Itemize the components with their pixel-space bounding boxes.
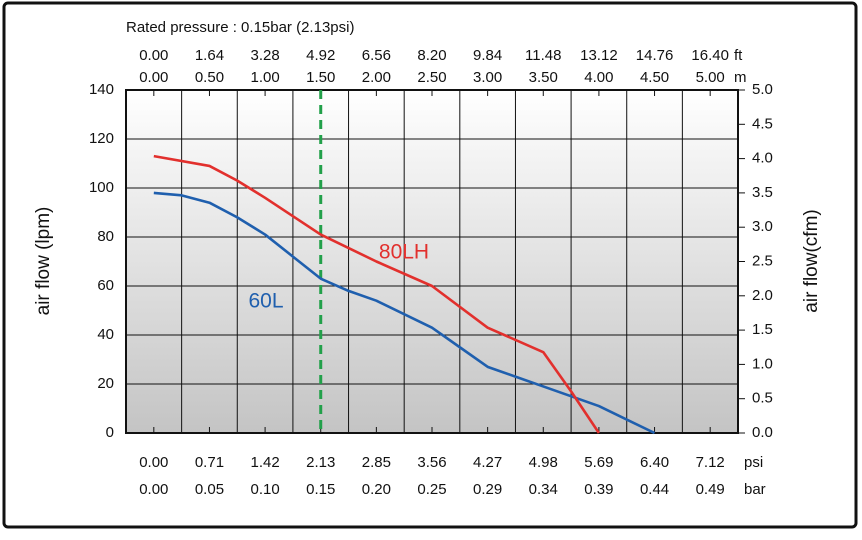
y2-tick-label: 3.5 <box>752 184 773 201</box>
psi-tick-label: 4.98 <box>529 454 558 471</box>
y2-tick-label: 3.0 <box>752 218 773 235</box>
ft-tick-label: 9.84 <box>473 47 502 64</box>
unit-label: m <box>734 69 747 86</box>
psi-tick-label: 2.85 <box>362 454 391 471</box>
ft-tick-label: 6.56 <box>362 47 391 64</box>
bar-tick-label: 0.15 <box>306 481 335 498</box>
x-tick-label: 5.00 <box>696 69 725 86</box>
ft-tick-label: 16.40 <box>691 47 729 64</box>
x-tick-label: 3.00 <box>473 69 502 86</box>
axis-frame <box>125 89 739 434</box>
x-tick-label: 1.00 <box>250 69 279 86</box>
series-label: 60L <box>248 290 283 313</box>
ft-tick-label: 3.28 <box>250 47 279 64</box>
ft-tick-label: 4.92 <box>306 47 335 64</box>
x-tick-label: 2.50 <box>417 69 446 86</box>
y2-tick-label: 2.5 <box>752 252 773 269</box>
psi-tick-label: 3.56 <box>417 454 446 471</box>
ft-tick-label: 0.00 <box>139 47 168 64</box>
bar-tick-label: 0.44 <box>640 481 669 498</box>
y2-tick-label: 5.0 <box>752 81 773 98</box>
y-tick-label: 140 <box>89 81 114 98</box>
psi-tick-label: 5.69 <box>584 454 613 471</box>
ft-tick-label: 1.64 <box>195 47 224 64</box>
y2-tick-label: 1.5 <box>752 321 773 338</box>
y-tick-label: 20 <box>97 375 114 392</box>
ft-tick-label: 8.20 <box>417 47 446 64</box>
bar-tick-label: 0.49 <box>696 481 725 498</box>
psi-tick-label: 6.40 <box>640 454 669 471</box>
ft-tick-label: 13.12 <box>580 47 618 64</box>
x-tick-label: 1.50 <box>306 69 335 86</box>
x-tick-label: 4.50 <box>640 69 669 86</box>
psi-tick-label: 7.12 <box>696 454 725 471</box>
y-tick-label: 100 <box>89 179 114 196</box>
y2-tick-label: 2.0 <box>752 287 773 304</box>
y-axis-label: air flow (lpm) <box>33 207 54 316</box>
bar-tick-label: 0.29 <box>473 481 502 498</box>
psi-tick-label: 0.00 <box>139 454 168 471</box>
plot-area <box>126 90 738 433</box>
x-tick-label: 0.00 <box>139 69 168 86</box>
y-tick-label: 120 <box>89 130 114 147</box>
y-tick-label: 0 <box>106 424 114 441</box>
y-tick-label: 80 <box>97 228 114 245</box>
bar-tick-label: 0.34 <box>529 481 558 498</box>
x-tick-label: 4.00 <box>584 69 613 86</box>
y2-tick-label: 4.5 <box>752 115 773 132</box>
psi-tick-label: 1.42 <box>250 454 279 471</box>
frame <box>2 1 858 529</box>
psi-tick-label: 2.13 <box>306 454 335 471</box>
x-tick-label: 2.00 <box>362 69 391 86</box>
y2-tick-label: 0.0 <box>752 424 773 441</box>
bar-tick-label: 0.39 <box>584 481 613 498</box>
psi-tick-label: 0.71 <box>195 454 224 471</box>
x-tick-label: 0.50 <box>195 69 224 86</box>
bar-tick-label: 0.00 <box>139 481 168 498</box>
y-tick-label: 40 <box>97 326 114 343</box>
unit-label: psi <box>744 454 763 471</box>
bar-tick-label: 0.20 <box>362 481 391 498</box>
x-tick-label: 3.50 <box>529 69 558 86</box>
y2-tick-label: 4.0 <box>752 150 773 167</box>
series-line <box>153 154 600 434</box>
psi-tick-label: 4.27 <box>473 454 502 471</box>
series-line <box>153 191 656 435</box>
chart-title: Rated pressure : 0.15bar (2.13psi) <box>126 19 354 36</box>
ft-tick-label: 11.48 <box>525 47 561 64</box>
ft-tick-label: 14.76 <box>636 47 674 64</box>
bar-tick-label: 0.25 <box>417 481 446 498</box>
bar-tick-label: 0.05 <box>195 481 224 498</box>
bar-tick-label: 0.10 <box>250 481 279 498</box>
series-label: 80LH <box>379 241 429 264</box>
y2-tick-label: 0.5 <box>752 390 773 407</box>
y2-axis-label: air flow(cfm) <box>801 209 822 312</box>
y-tick-label: 60 <box>97 277 114 294</box>
unit-label: bar <box>744 481 766 498</box>
y2-tick-label: 1.0 <box>752 355 773 372</box>
unit-label: ft <box>734 47 743 64</box>
